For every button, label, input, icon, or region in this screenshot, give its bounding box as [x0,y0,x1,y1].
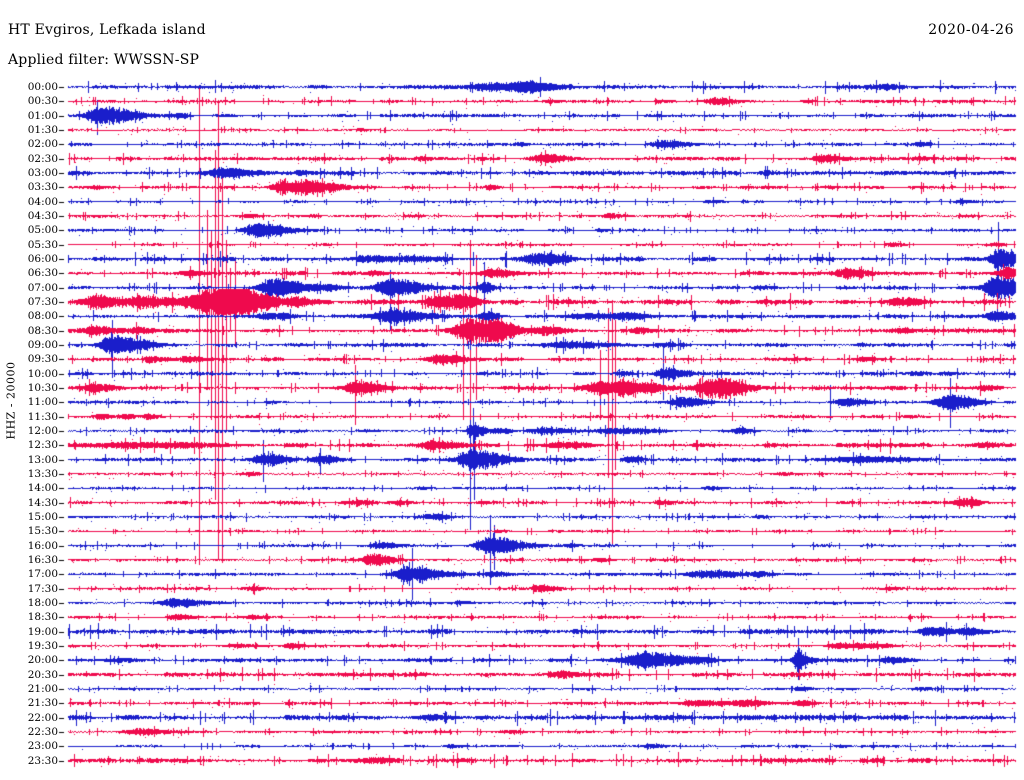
helicorder-page: HT Evgiros, Lefkada island Applied filte… [0,0,1024,780]
helicorder-canvas [0,0,1024,780]
